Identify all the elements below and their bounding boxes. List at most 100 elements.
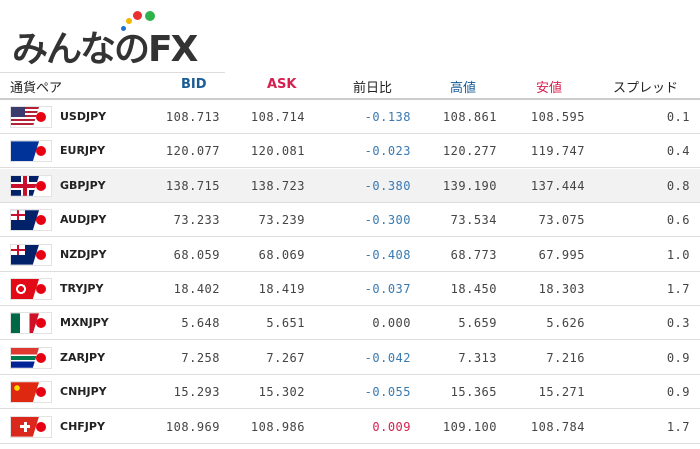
logo-dot: [126, 18, 132, 24]
table-header: 通貨ペア BID ASK 前日比 高値 安値 スプレッド: [0, 72, 700, 100]
ask-value: 73.239: [258, 213, 305, 228]
bid-value: 138.715: [165, 178, 220, 193]
bid-value: 108.969: [165, 419, 220, 434]
ask-value: 7.267: [266, 350, 305, 365]
us-flag-icon: [10, 106, 52, 128]
ask-value: 15.302: [258, 385, 305, 400]
au-flag: [11, 210, 39, 231]
ch-flag-icon: [10, 415, 52, 438]
pair-name[interactable]: AUDJPY: [60, 213, 107, 227]
table-row[interactable]: CNHJPY 15.293 15.302 -0.055 15.365 15.271 0.9: [0, 375, 700, 410]
pair-name[interactable]: USDJPY: [60, 110, 107, 123]
cn-flag: [11, 382, 39, 403]
table-row[interactable]: GBPJPY 138.715 138.723 -0.380 139.190 137.444…: [0, 168, 700, 203]
spread-value: 0.9: [666, 350, 690, 365]
uk-flag-icon: [10, 174, 52, 197]
change-value: -0.380: [364, 178, 411, 193]
low-value: 119.747: [530, 144, 585, 159]
high-value: 7.313: [458, 350, 497, 365]
ask-value: 18.419: [258, 282, 305, 296]
change-value: -0.408: [364, 247, 411, 262]
pair-name[interactable]: ZARJPY: [60, 350, 106, 364]
logo-text: みんなのFX: [12, 29, 198, 70]
table-row[interactable]: USDJPY 108.713 108.714 -0.138 108.861 108.595…: [0, 100, 700, 134]
za-flag: [11, 347, 39, 368]
table-row[interactable]: AUDJPY 73.233 73.239 -0.300 73.534 73.075 0.6: [0, 203, 700, 238]
change-value: -0.300: [364, 213, 411, 228]
divider: [0, 72, 225, 73]
mx-flag: [11, 313, 39, 334]
change-value: -0.042: [364, 350, 411, 365]
table-row[interactable]: MXNJPY 5.648 5.651 0.000 5.659 5.626 0.3: [0, 306, 700, 341]
high-value: 139.190: [442, 178, 497, 193]
pair-name[interactable]: EURJPY: [60, 144, 106, 158]
bid-value: 5.648: [181, 316, 220, 331]
eu-flag-icon: [10, 140, 52, 163]
low-value: 73.075: [538, 213, 585, 228]
table-row[interactable]: CHFJPY 108.969 108.986 0.009 109.100 108.784 1…: [0, 410, 700, 444]
high-value: 15.365: [450, 385, 497, 400]
low-value: 5.626: [546, 316, 585, 331]
mx-flag-icon: [10, 312, 52, 335]
low-value: 18.303: [538, 282, 585, 296]
pair-name[interactable]: CHFJPY: [60, 419, 105, 433]
tr-flag: [11, 279, 39, 299]
header-change: 前日比: [353, 81, 393, 96]
ask-value: 5.651: [266, 316, 305, 331]
nz-flag-icon: [10, 243, 52, 266]
pair-name[interactable]: TRYJPY: [60, 282, 104, 295]
table-row[interactable]: EURJPY 120.077 120.081 -0.023 120.277 119.747…: [0, 134, 700, 169]
high-value: 73.534: [450, 213, 497, 228]
minna-no-fx-logo: みんなのFX: [12, 8, 212, 70]
low-value: 137.444: [530, 178, 585, 193]
high-value: 109.100: [442, 419, 497, 434]
jp-flag-icon: [36, 146, 46, 157]
us-flag: [11, 107, 39, 127]
jp-flag-icon: [36, 421, 46, 432]
table-row[interactable]: ZARJPY 7.258 7.267 -0.042 7.313 7.216 0.9: [0, 341, 700, 375]
tr-flag-icon: [10, 278, 52, 300]
high-value: 120.277: [442, 144, 497, 159]
high-value: 68.773: [450, 247, 497, 262]
spread-value: 0.3: [666, 316, 690, 331]
eu-flag: [11, 141, 39, 162]
header-bid: BID: [181, 77, 207, 92]
logo-dot: [133, 11, 142, 20]
table-row[interactable]: NZDJPY 68.059 68.069 -0.408 68.773 67.995 1.0: [0, 238, 700, 272]
pair-name[interactable]: NZDJPY: [60, 247, 107, 261]
spread-value: 0.1: [666, 110, 690, 124]
jp-flag-icon: [36, 387, 46, 398]
spread-value: 0.6: [666, 213, 690, 228]
jp-flag-icon: [36, 352, 46, 363]
change-value: -0.055: [364, 385, 411, 400]
uk-flag: [11, 175, 39, 196]
pair-name[interactable]: MXNJPY: [60, 316, 109, 330]
header-ask: ASK: [267, 77, 297, 92]
change-value: -0.037: [364, 282, 411, 296]
high-value: 108.861: [442, 110, 497, 124]
low-value: 108.784: [530, 419, 585, 434]
ask-value: 108.986: [250, 419, 305, 434]
jp-flag-icon: [36, 112, 46, 122]
jp-flag-icon: [36, 284, 46, 294]
high-value: 18.450: [450, 282, 497, 296]
change-value: -0.138: [364, 110, 411, 124]
change-value: 0.009: [372, 419, 411, 434]
spread-value: 0.8: [666, 178, 690, 193]
au-flag-icon: [10, 209, 52, 232]
table-row[interactable]: TRYJPY 18.402 18.419 -0.037 18.450 18.303 1.7: [0, 272, 700, 306]
high-value: 5.659: [458, 316, 497, 331]
ask-value: 108.714: [250, 110, 305, 124]
bid-value: 18.402: [173, 282, 220, 296]
change-value: -0.023: [364, 144, 411, 159]
header-spread: スプレッド: [613, 81, 679, 96]
change-value: 0.000: [372, 316, 411, 331]
pair-name[interactable]: GBPJPY: [60, 178, 106, 192]
low-value: 67.995: [538, 247, 585, 262]
bid-value: 120.077: [165, 144, 220, 159]
logo-dot: [145, 11, 155, 21]
header-low: 安値: [536, 81, 563, 96]
nz-flag: [11, 244, 39, 265]
pair-name[interactable]: CNHJPY: [60, 385, 107, 399]
low-value: 108.595: [530, 110, 585, 124]
